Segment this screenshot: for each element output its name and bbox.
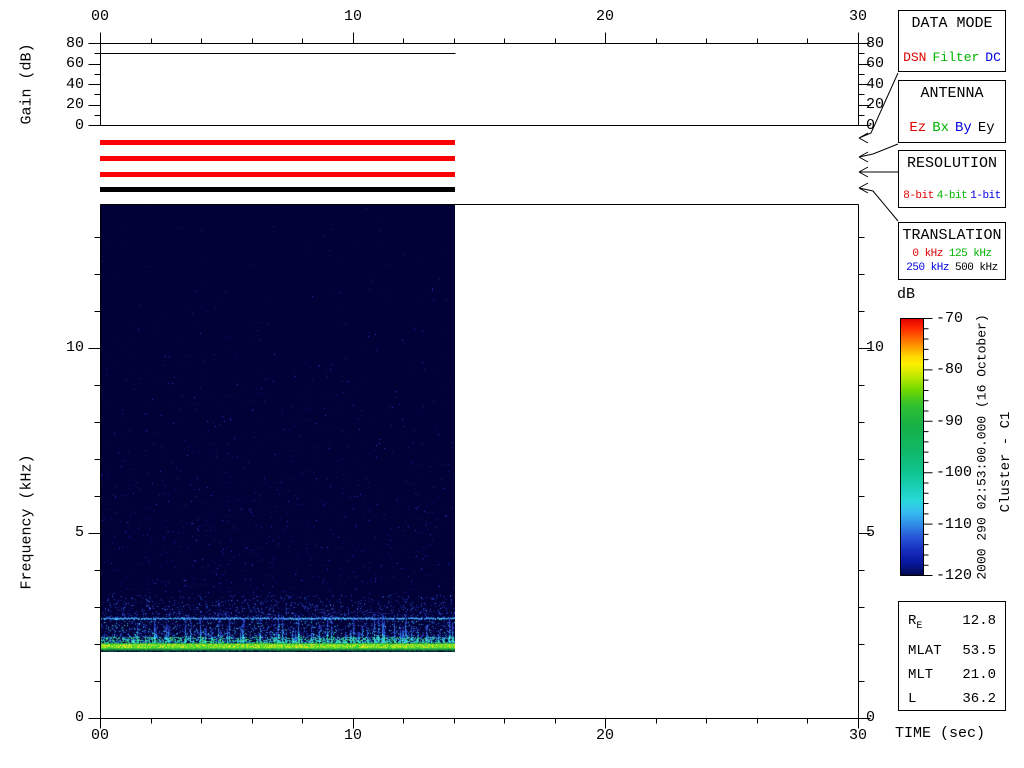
ephemeris-value-mlat: 53.5 xyxy=(962,642,996,659)
top-time-tick-2: 20 xyxy=(595,8,614,25)
time-axis-title: TIME (sec) xyxy=(895,725,986,742)
colorbar-tick-80: -80 xyxy=(936,361,964,378)
gain-tick-right-0: 0 xyxy=(866,117,876,134)
data-mode-option-filter: Filter xyxy=(932,50,980,65)
status-bar-antenna xyxy=(100,156,455,161)
translation-title: TRANSLATION xyxy=(902,227,1002,244)
translation-option-250khz: 250 kHz xyxy=(906,262,949,274)
translation-option-125khz: 125 kHz xyxy=(948,248,992,260)
spacecraft-annotation: Cluster - C1 xyxy=(998,411,1014,513)
data-mode-option-dsn: DSN xyxy=(903,50,927,65)
resolution-option-4bit: 4-bit xyxy=(936,190,968,202)
ephemeris-row-mlat: MLAT 53.5 xyxy=(908,639,996,663)
gain-tick-right-60: 60 xyxy=(866,55,885,72)
colorbar-tick-110: -110 xyxy=(936,516,973,533)
gain-tick-left-60: 60 xyxy=(65,55,84,72)
status-bar-resolution xyxy=(100,172,455,177)
ephemeris-row-mlt: MLT 21.0 xyxy=(908,663,996,687)
bottom-time-tick-3: 30 xyxy=(848,727,867,744)
resolution-legend-box: RESOLUTION 8-bit 4-bit 1-bit xyxy=(898,150,1006,208)
translation-option-500khz: 500 kHz xyxy=(955,262,998,274)
frame-and-ticks-path xyxy=(88,32,933,729)
antenna-option-by: By xyxy=(955,120,972,136)
data-mode-title: DATA MODE xyxy=(911,15,993,32)
ephemeris-box: RE 12.8 MLAT 53.5 MLT 21.0 L 36.2 xyxy=(898,601,1006,711)
bottom-time-tick-1: 10 xyxy=(343,727,362,744)
gain-tick-right-40: 40 xyxy=(866,76,885,93)
bottom-time-tick-2: 20 xyxy=(595,727,614,744)
bottom-time-tick-0: 00 xyxy=(90,727,109,744)
freq-tick-right-10: 10 xyxy=(866,339,885,356)
colorbar-tick-70: -70 xyxy=(936,310,964,327)
colorbar-tick-100: -100 xyxy=(936,464,973,481)
freq-tick-right-0: 0 xyxy=(866,709,876,726)
colorbar-gradient xyxy=(900,318,923,575)
antenna-legend-box: ANTENNA Ez Bx By Ey xyxy=(898,80,1006,143)
ephemeris-row-l: L 36.2 xyxy=(908,687,996,711)
translation-legend-box: TRANSLATION 0 kHz 125 kHz 250 kHz 500 kH… xyxy=(898,222,1006,280)
resolution-option-1bit: 1-bit xyxy=(970,190,1001,202)
translation-option-0khz: 0 kHz xyxy=(912,248,943,260)
data-mode-option-dc: DC xyxy=(985,50,1001,65)
gain-tick-right-20: 20 xyxy=(866,96,885,113)
ephemeris-value-mlt: 21.0 xyxy=(962,666,996,683)
legend-pointer-arrows xyxy=(858,72,899,222)
colorbar-title: dB xyxy=(897,286,916,303)
ephemeris-value-l: 36.2 xyxy=(962,690,996,707)
ephemeris-label-mlt: MLT xyxy=(908,666,934,683)
ephemeris-label-l: L xyxy=(908,690,917,707)
antenna-title: ANTENNA xyxy=(920,85,984,102)
ephemeris-row-re: RE 12.8 xyxy=(908,609,996,639)
status-bar-data-mode xyxy=(100,140,455,145)
timestamp-annotation: 2000 290 02:53:00.000 (16 October) xyxy=(974,314,990,580)
spectrogram-canvas xyxy=(101,205,455,652)
colorbar-tick-90: -90 xyxy=(936,413,964,430)
top-time-tick-0: 00 xyxy=(90,8,109,25)
top-time-tick-1: 10 xyxy=(343,8,362,25)
gain-axis-title: Gain (dB) xyxy=(18,43,36,125)
resolution-title: RESOLUTION xyxy=(906,155,997,172)
freq-tick-right-5: 5 xyxy=(866,524,876,541)
data-mode-legend-box: DATA MODE DSN Filter DC xyxy=(898,10,1006,72)
colorbar-tick-120: -120 xyxy=(936,567,973,584)
antenna-option-bx: Bx xyxy=(932,120,949,136)
ephemeris-label-re: RE xyxy=(908,613,923,632)
ephemeris-label-mlat: MLAT xyxy=(908,642,942,659)
gain-tick-left-80: 80 xyxy=(65,35,84,52)
antenna-option-ey: Ey xyxy=(977,120,995,136)
frequency-axis-title: Frequency (kHz) xyxy=(18,454,36,590)
freq-tick-left-0: 0 xyxy=(74,709,84,726)
freq-tick-left-10: 10 xyxy=(65,339,84,356)
gain-tick-left-20: 20 xyxy=(65,96,84,113)
status-bar-translation xyxy=(100,187,455,192)
top-time-tick-3: 30 xyxy=(848,8,867,25)
antenna-option-ez: Ez xyxy=(909,120,927,136)
freq-tick-left-5: 5 xyxy=(74,524,84,541)
ephemeris-value-re: 12.8 xyxy=(962,613,996,629)
resolution-option-8bit: 8-bit xyxy=(903,190,934,202)
gain-tick-left-0: 0 xyxy=(74,117,84,134)
gain-tick-left-40: 40 xyxy=(65,76,84,93)
gain-tick-right-80: 80 xyxy=(866,35,885,52)
